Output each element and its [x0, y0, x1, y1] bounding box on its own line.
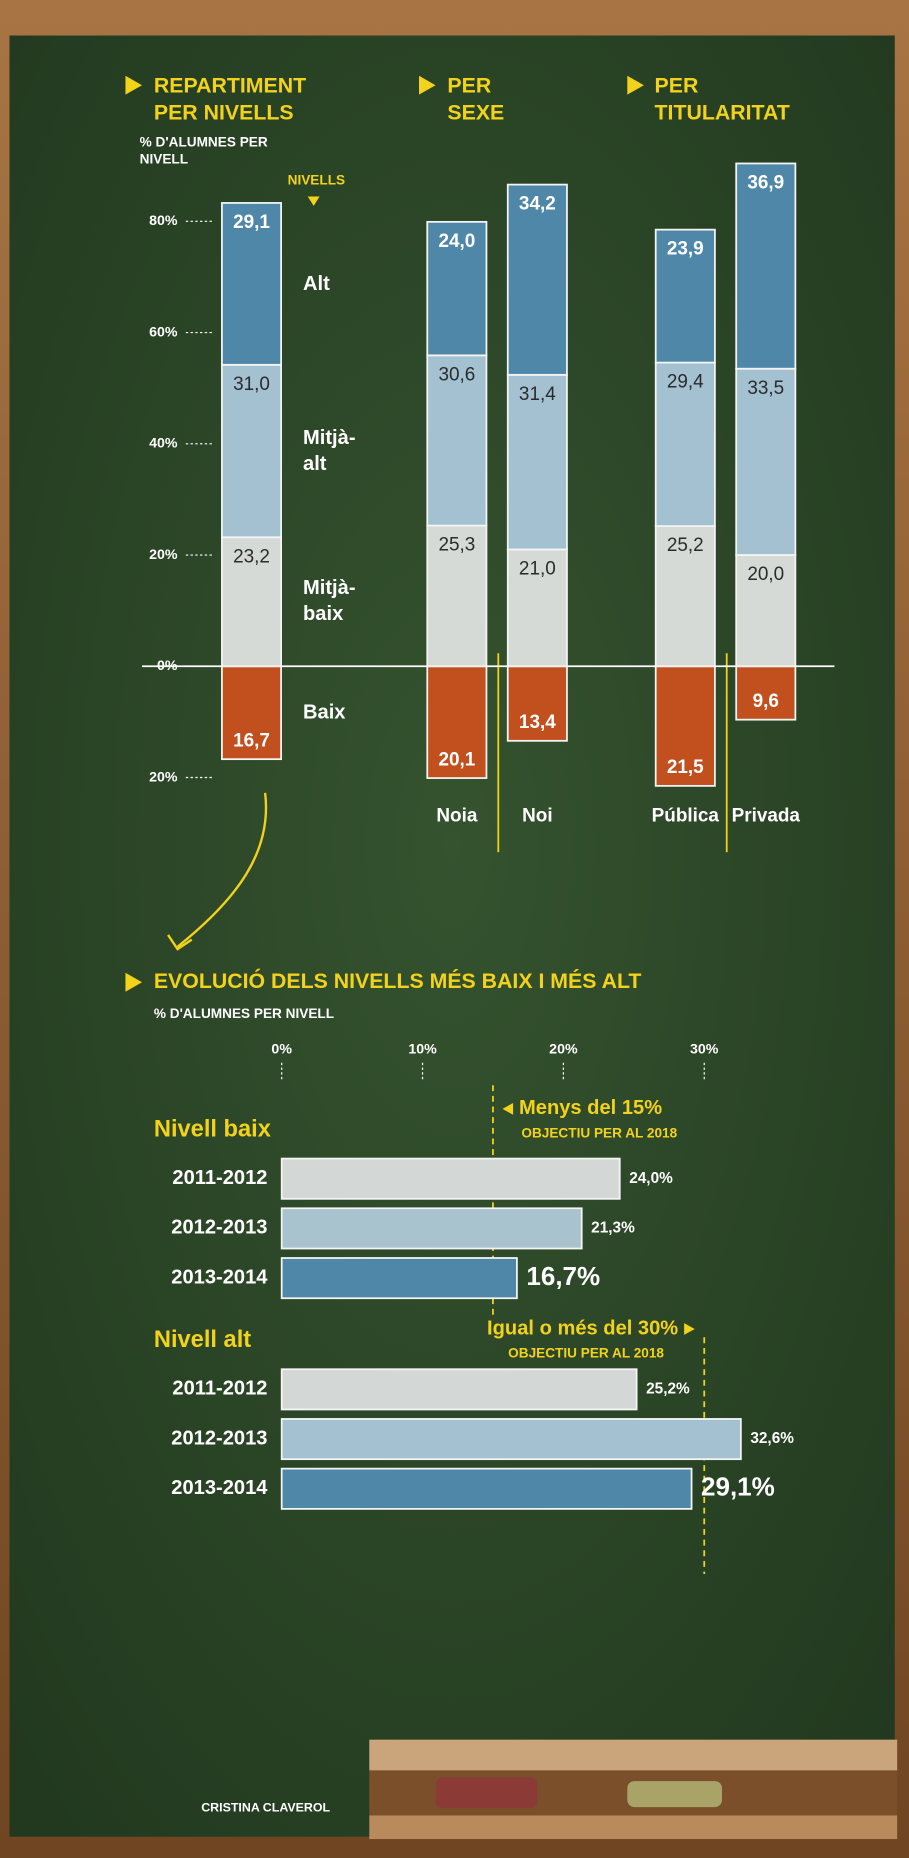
y-axis-label: % D'ALUMNES PER NIVELL: [139, 136, 268, 167]
bar-segment: [654, 361, 716, 527]
y-tick-label: 2012-2013: [171, 1217, 267, 1239]
value-label: 24,0: [438, 231, 475, 252]
bar: [280, 1368, 638, 1411]
y-tick-label: 2013-2014: [171, 1477, 268, 1499]
value-label: 25,3: [438, 535, 475, 556]
section-title: PER SEXE: [447, 73, 505, 125]
y-tick-label: 2012-2013: [171, 1427, 267, 1449]
value-label: 16,7: [233, 730, 270, 751]
group-title: Nivell alt: [154, 1327, 251, 1353]
bar-segment: [221, 202, 282, 366]
bar-segment: [506, 548, 568, 668]
bar: [280, 1157, 621, 1200]
credit: CRISTINA CLAVEROL: [201, 1801, 330, 1815]
value-label: 25,2%: [646, 1380, 690, 1397]
y-tick-label: 2011-2012: [172, 1378, 267, 1400]
bar-segment: [735, 367, 797, 556]
bar-segment: [506, 665, 568, 742]
value-label: 29,1: [233, 212, 270, 233]
x-tick-label: 30%: [690, 1041, 719, 1057]
value-label: 21,3%: [591, 1219, 635, 1236]
value-label: 29,1%: [701, 1472, 775, 1502]
bar: [280, 1467, 693, 1510]
y-tick-label: 20%: [149, 547, 178, 563]
x-tick-label: 0%: [271, 1041, 292, 1057]
bar-segment: [654, 665, 716, 787]
value-label: 34,2: [519, 194, 556, 215]
decorations: [125, 75, 728, 992]
y-tick-label: 2011-2012: [172, 1167, 267, 1189]
value-label: 9,6: [753, 691, 779, 712]
value-label: 23,9: [667, 239, 704, 260]
bar-segment: [221, 363, 282, 539]
target-note: OBJECTIU PER AL 2018: [521, 1125, 677, 1140]
legend-label: Mitjà-baix: [302, 576, 356, 626]
section-title: REPARTIMENT PER NIVELLS: [153, 73, 307, 125]
target-note: OBJECTIU PER AL 2018: [508, 1345, 664, 1360]
y-tick-label: 60%: [149, 324, 178, 340]
value-label: 36,9: [747, 173, 784, 194]
value-label: 21,5: [667, 757, 704, 778]
x-tick-label: Noia: [436, 806, 477, 827]
bar: [280, 1418, 742, 1461]
target-label: Menys del 15%: [519, 1097, 662, 1119]
legend-title: NIVELLS: [287, 173, 346, 189]
x-tick-label: Privada: [732, 806, 801, 827]
value-label: 25,2: [667, 535, 704, 556]
value-label: 31,4: [519, 384, 556, 405]
target-label: Igual o més del 30%: [487, 1317, 678, 1339]
bar-segment: [654, 525, 716, 668]
value-label: 31,0: [233, 374, 270, 395]
group-title: Nivell baix: [154, 1116, 271, 1142]
value-label: 29,4: [667, 372, 704, 393]
x-tick-label: Noi: [522, 806, 552, 827]
target-arrow: [684, 1323, 695, 1335]
value-label: 16,7%: [526, 1261, 600, 1291]
value-label: 21,0: [519, 559, 556, 580]
y-tick-label: 80%: [149, 213, 178, 229]
legend-label: Mitjà-alt: [302, 426, 356, 475]
value-label: 33,5: [747, 378, 784, 399]
y-tick-label: 40%: [149, 436, 178, 452]
bar: [280, 1207, 583, 1250]
section-title: PER TITULARITAT: [654, 73, 790, 125]
x-tick-label: Pública: [652, 806, 720, 827]
bar-segment: [735, 554, 797, 668]
bar-segment: [735, 665, 797, 721]
bar-segment: [735, 162, 797, 370]
value-label: 20,0: [747, 564, 784, 585]
chart-subtitle: % D'ALUMNES PER NIVELL: [154, 1006, 334, 1021]
value-label: 13,4: [519, 712, 556, 733]
bar-segment: [426, 354, 488, 527]
value-label: 23,2: [233, 546, 270, 567]
chart-title: EVOLUCIÓ DELS NIVELLS MÉS BAIX I MÉS ALT: [154, 968, 642, 993]
tray: [369, 1739, 898, 1840]
legend-label: Baix: [302, 700, 346, 724]
bar-segment: [506, 373, 568, 551]
value-label: 20,1: [438, 749, 475, 770]
y-tick-label: 20%: [149, 769, 178, 785]
value-label: 32,6%: [750, 1430, 794, 1447]
bar-segment: [426, 220, 488, 357]
bar-segment: [221, 536, 282, 668]
target-arrow: [502, 1102, 514, 1115]
x-tick-label: 10%: [408, 1041, 437, 1057]
bar-segment: [506, 183, 568, 376]
legend-label: Alt: [302, 272, 330, 295]
x-tick-label: 20%: [549, 1041, 578, 1057]
bar-segment: [654, 228, 716, 364]
y-tick-label: 2013-2014: [171, 1266, 268, 1288]
value-label: 30,6: [438, 364, 475, 385]
bar: [280, 1257, 518, 1300]
value-label: 24,0%: [629, 1170, 673, 1187]
